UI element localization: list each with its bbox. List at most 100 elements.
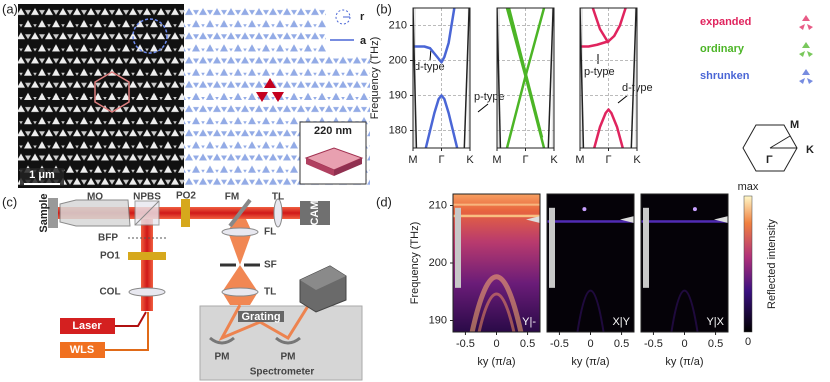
y-axis-label: Frequency (THz) bbox=[409, 222, 421, 305]
legend-icon bbox=[807, 78, 813, 84]
parabolic-mirror bbox=[275, 336, 301, 345]
inset-label: 220 nm bbox=[314, 125, 352, 137]
wls bbox=[60, 342, 105, 358]
legend-icon bbox=[799, 24, 805, 30]
legend-icon bbox=[802, 42, 810, 48]
legend-entry: expanded bbox=[700, 16, 751, 28]
heatmap-feature bbox=[453, 203, 540, 206]
x-axis-label: ky (π/a) bbox=[477, 356, 515, 368]
decoration bbox=[264, 78, 276, 88]
heatmap-feature bbox=[670, 289, 699, 332]
band-line bbox=[463, 8, 470, 148]
legend-bg bbox=[326, 6, 370, 52]
annotation: d-type bbox=[414, 61, 445, 73]
panel-label: (b) bbox=[376, 1, 392, 16]
sem-image bbox=[18, 4, 184, 188]
x-tick-label: Γ bbox=[605, 154, 611, 166]
setup-label: CAM bbox=[309, 200, 321, 225]
decoration bbox=[256, 92, 268, 102]
y-axis-label: Frequency (THz) bbox=[369, 37, 381, 120]
x-axis-label: ky (π/a) bbox=[665, 356, 703, 368]
heatmap-feature bbox=[453, 214, 540, 218]
setup-label: PO1 bbox=[100, 251, 120, 262]
lens bbox=[128, 287, 166, 297]
unit-cell-marker bbox=[132, 18, 168, 54]
flip-mirror bbox=[228, 198, 252, 228]
lens bbox=[273, 198, 283, 228]
setup-label: SF bbox=[264, 260, 277, 271]
setup-label: PM bbox=[281, 352, 296, 363]
plot-area bbox=[547, 194, 634, 332]
camera bbox=[300, 201, 330, 225]
beamsplitter bbox=[134, 200, 160, 226]
lens bbox=[221, 227, 259, 237]
setup-label: TL bbox=[272, 192, 284, 203]
heatmap-feature bbox=[641, 220, 728, 223]
light-cone bbox=[634, 8, 637, 148]
heatmap bbox=[641, 194, 728, 332]
marker bbox=[620, 216, 634, 223]
objective bbox=[59, 199, 131, 227]
plot-area bbox=[453, 194, 540, 332]
colorbar-label: Reflected intensity bbox=[766, 219, 778, 309]
x-tick-label: K bbox=[633, 154, 641, 166]
setup-label: COL bbox=[99, 287, 120, 298]
excluded-region bbox=[643, 207, 649, 288]
setup-label: FL bbox=[264, 227, 276, 238]
heatmap-feature bbox=[576, 289, 605, 332]
setup-label: PO2 bbox=[176, 191, 196, 202]
panel-label: (c) bbox=[2, 194, 17, 209]
x-tick-label: -0.5 bbox=[550, 338, 569, 350]
band-line bbox=[593, 108, 624, 148]
heatmap-feature bbox=[582, 207, 587, 212]
trimer bbox=[256, 78, 284, 102]
x-tick-label: 0 bbox=[587, 338, 593, 350]
x-tick-label: 0.5 bbox=[614, 338, 629, 350]
lens bbox=[221, 287, 259, 297]
band-line bbox=[580, 8, 627, 48]
scale-bar-label: 1 μm bbox=[29, 169, 55, 181]
x-tick-label: M bbox=[408, 154, 417, 166]
band-line bbox=[413, 8, 456, 64]
polarization-label: Y|X bbox=[706, 316, 724, 328]
x-tick-label: K bbox=[550, 154, 558, 166]
excluded-region bbox=[455, 207, 461, 288]
band-line bbox=[497, 8, 502, 148]
x-tick-label: 0.5 bbox=[708, 338, 723, 350]
y-tick-label: 200 bbox=[389, 54, 407, 66]
x-tick-label: 0 bbox=[493, 338, 499, 350]
heatmap bbox=[547, 194, 634, 332]
fiber bbox=[115, 311, 147, 327]
y-tick-label: 200 bbox=[429, 257, 447, 269]
setup-label: Laser bbox=[72, 320, 102, 332]
decoration bbox=[272, 92, 284, 102]
legend-icon bbox=[802, 15, 810, 21]
band-line bbox=[591, 8, 610, 44]
x-tick-label: K bbox=[466, 154, 474, 166]
band-line bbox=[580, 8, 585, 148]
setup-label: Spectrometer bbox=[250, 367, 315, 378]
polarization-label: Y|- bbox=[522, 316, 536, 328]
legend-icon bbox=[799, 51, 805, 57]
parabolic-mirror bbox=[209, 336, 235, 345]
y-tick-label: 190 bbox=[429, 314, 447, 326]
panel-label: (a) bbox=[2, 1, 18, 16]
setup-label: WLS bbox=[70, 344, 94, 356]
band-line bbox=[507, 8, 544, 138]
plot-area bbox=[413, 8, 470, 148]
x-tick-label: -0.5 bbox=[456, 338, 475, 350]
x-axis-label: ky (π/a) bbox=[571, 356, 609, 368]
legend-icon bbox=[807, 51, 813, 57]
legend-icon bbox=[807, 24, 813, 30]
setup-label: Sample bbox=[38, 193, 50, 232]
brillouin-zone bbox=[742, 124, 798, 172]
marker bbox=[526, 216, 540, 223]
panel-label: (d) bbox=[376, 194, 392, 209]
x-tick-label: Γ bbox=[438, 154, 444, 166]
x-tick-label: Γ bbox=[522, 154, 528, 166]
x-tick-label: 0 bbox=[681, 338, 687, 350]
light-cone bbox=[551, 8, 554, 148]
